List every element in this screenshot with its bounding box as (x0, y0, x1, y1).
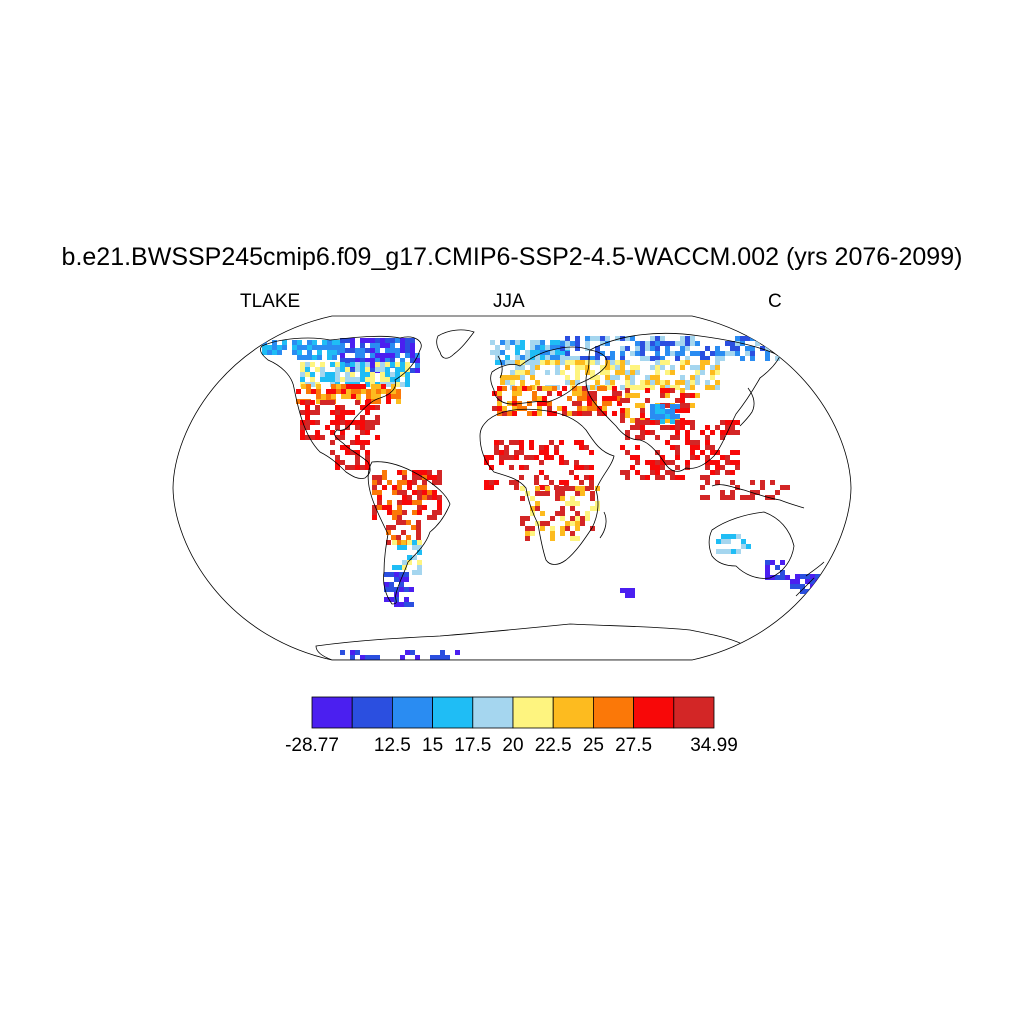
coastline-europe (490, 346, 608, 405)
coastline-north-america (260, 335, 422, 479)
coastline-south-america (367, 461, 451, 605)
colorbar-box-2 (391, 696, 433, 729)
colorbar (311, 696, 715, 729)
colorbar-label: -28.77 (285, 735, 339, 756)
colorbar-box-4 (472, 696, 514, 729)
coastline-africa (479, 408, 615, 565)
lake-temperature-field (262, 336, 820, 660)
colorbar-box-3 (432, 696, 474, 729)
coastlines (260, 329, 825, 660)
plot-title: b.e21.BWSSP245cmip6.f09_g17.CMIP6-SSP2-4… (61, 243, 963, 271)
colorbar-box-8 (633, 696, 675, 729)
colorbar-box-6 (552, 696, 594, 729)
colorbar-label: 34.99 (690, 735, 738, 756)
coastline-australia (708, 511, 795, 579)
variable-label: TLAKE (240, 291, 301, 312)
coastline-new-zealand (795, 561, 825, 597)
coastline-madagascar (599, 511, 607, 539)
colorbar-label: 17.5 (454, 735, 492, 756)
season-label: JJA (493, 291, 525, 312)
colorbar-box-9 (673, 696, 715, 729)
colorbar-label: 15 (422, 735, 444, 756)
units-label: C (768, 291, 782, 312)
colorbar-box-1 (351, 696, 393, 729)
colorbar-box-5 (512, 696, 554, 729)
colorbar-label: 27.5 (615, 735, 653, 756)
coastline-britain (497, 355, 503, 379)
colorbar-label: 20 (502, 735, 524, 756)
colorbar-label: 22.5 (534, 735, 572, 756)
colorbar-label: 12.5 (373, 735, 411, 756)
coastline-indonesia (711, 484, 805, 509)
globe (172, 315, 852, 661)
colorbar-box-0 (311, 696, 353, 729)
colorbar-box-7 (593, 696, 635, 729)
globe-outline (172, 315, 852, 661)
coastline-greenland (436, 329, 475, 359)
colorbar-label: 25 (582, 735, 604, 756)
coastline-japan (739, 387, 755, 427)
coastline-asia (585, 332, 781, 472)
